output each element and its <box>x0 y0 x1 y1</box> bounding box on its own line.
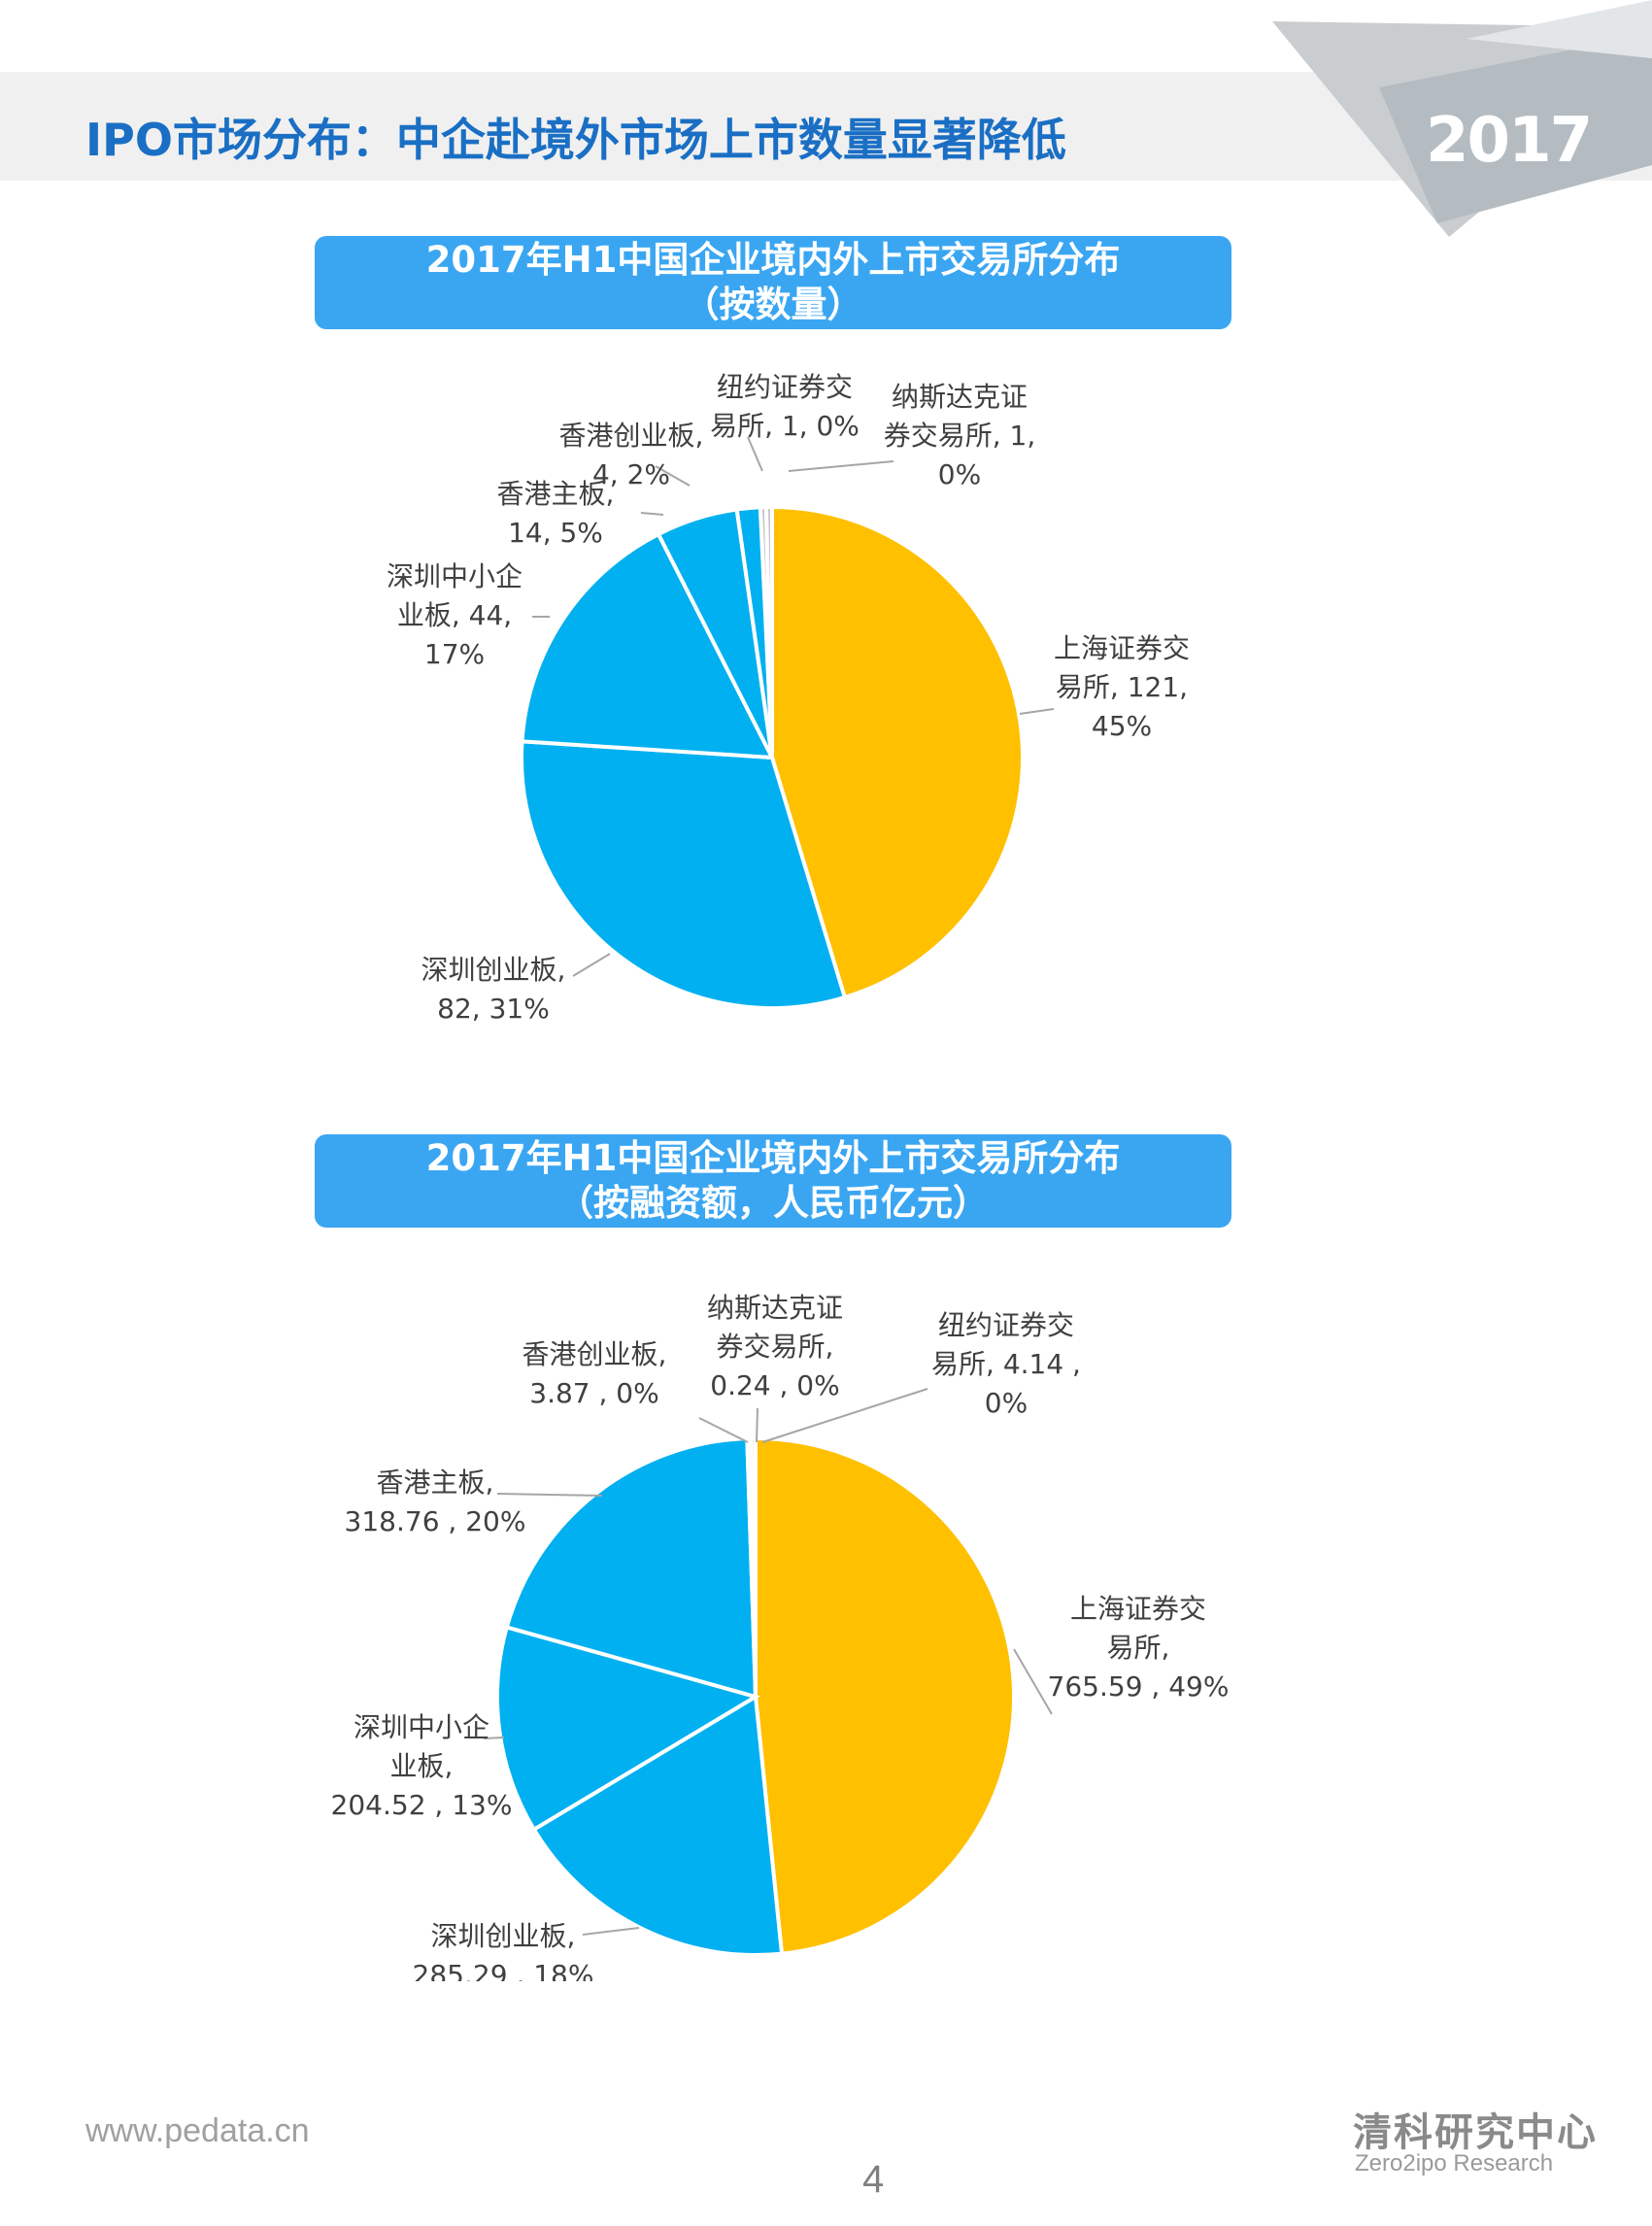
pie-slice <box>520 531 776 760</box>
leader-line <box>572 953 611 977</box>
slice-data-label: 纽约证券交易所, 1, 0% <box>710 371 860 442</box>
leader-line <box>756 1407 759 1443</box>
leader-line <box>496 1493 603 1497</box>
slice-data-label: 纽约证券交易所, 4.14 , 0% <box>931 1309 1081 1419</box>
year-badge: 2017 <box>1426 105 1593 177</box>
pie-slice <box>763 504 774 759</box>
slice-data-label: 深圳中小企业板, 44, 17% <box>387 560 523 670</box>
leader-line <box>1013 1648 1053 1715</box>
slice-data-label: 上海证券交易所, 121, 45% <box>1054 632 1190 742</box>
pie-slice <box>520 739 848 1010</box>
leader-line <box>747 436 763 472</box>
chart-2-subtitle: （按融资额，人民币亿元） <box>557 1182 989 1224</box>
chart-2-title: 2017年H1中国企业境内外上市交易所分布 <box>425 1137 1121 1179</box>
pie-slices <box>520 504 1025 1010</box>
chart-2-title-banner: 2017年H1中国企业境内外上市交易所分布 （按融资额，人民币亿元） <box>315 1134 1231 1228</box>
chart-1-subtitle: （按数量） <box>683 284 863 325</box>
slice-data-label: 香港主板, 14, 5% <box>497 478 615 549</box>
chart-1-title: 2017年H1中国企业境内外上市交易所分布 <box>425 239 1121 281</box>
pie-slices <box>495 1435 1017 1958</box>
leader-line <box>655 465 691 487</box>
footer-logo-cn: 清科研究中心 <box>1353 2110 1598 2155</box>
slice-data-label: 香港创业板, 4, 2% <box>559 420 704 490</box>
slice-data-label: 纳斯达克证券交易所, 1, 0% <box>884 381 1036 490</box>
footer-logo-en: Zero2ipo Research <box>1355 2150 1554 2176</box>
pie-slice <box>495 1624 761 1833</box>
slice-data-label: 香港主板, 318.76 , 20% <box>345 1467 526 1537</box>
footer-url: www.pedata.cn <box>85 2112 310 2149</box>
pie-chart-amount: 上海证券交易所, 765.59 , 49% 深圳创业板, 285.29 , 18% 深圳… <box>331 1292 1230 1981</box>
pie-labels: 上海证券交易所, 121, 45% 深圳创业板, 82, 31% 深圳中小企业板, 44… <box>387 371 1190 1025</box>
slice-data-label: 深圳创业板, 285.29 , 18% <box>413 1920 594 1981</box>
slice-data-label: 香港创业板, 3.87 , 0% <box>523 1338 667 1409</box>
leader-line <box>640 512 664 516</box>
slice-data-label: 纳斯达克证券交易所, 0.24 , 0% <box>707 1292 843 1401</box>
leader-line <box>1019 708 1055 715</box>
pie-slice <box>504 1436 759 1700</box>
page-number: 4 <box>862 2158 885 2201</box>
pie-labels: 上海证券交易所, 765.59 , 49% 深圳创业板, 285.29 , 18% 深圳… <box>331 1292 1230 1981</box>
pie-slice <box>749 1435 758 1698</box>
pie-chart-count: 上海证券交易所, 121, 45% 深圳创业板, 82, 31% 深圳中小企业板, 44… <box>387 371 1190 1025</box>
page-title: IPO市场分布：中企赴境外市场上市数量显著降低 <box>85 114 1066 166</box>
corner-decoration <box>1272 0 1652 237</box>
chart-1-title-banner: 2017年H1中国企业境内外上市交易所分布 （按数量） <box>315 236 1231 329</box>
pie-slice <box>754 1435 1017 1956</box>
leader-line <box>483 1737 505 1739</box>
pie-slice <box>770 504 1025 1000</box>
leader-line <box>788 460 894 472</box>
leader-line <box>698 1417 749 1443</box>
leader-line <box>582 1927 640 1936</box>
leader-line <box>761 1388 928 1443</box>
slice-data-label: 上海证券交易所, 765.59 , 49% <box>1048 1593 1230 1703</box>
slice-data-label: 深圳创业板, 82, 31% <box>421 954 566 1025</box>
pie-slice <box>531 1693 785 1958</box>
slice-data-label: 深圳中小企业板, 204.52 , 13% <box>331 1711 513 1821</box>
